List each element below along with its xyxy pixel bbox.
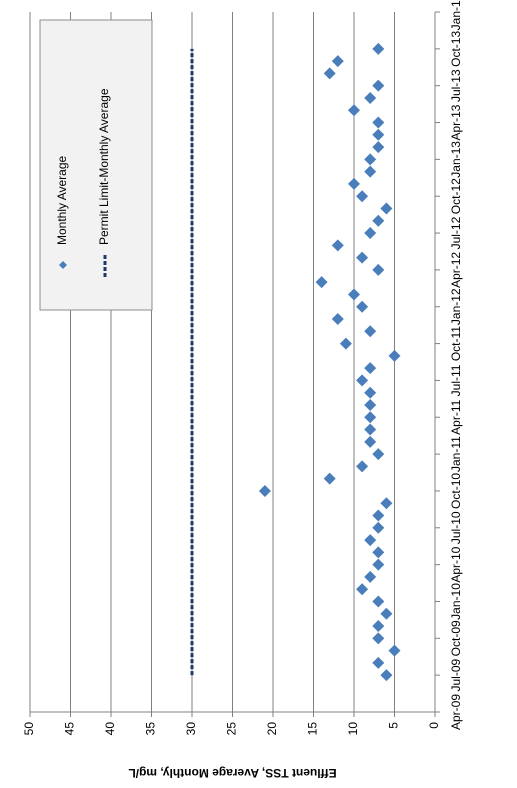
data-point	[364, 91, 377, 104]
y-tick-label: 40	[103, 722, 117, 736]
x-tick-label: Apr-12	[449, 252, 463, 288]
data-point	[323, 472, 336, 485]
data-point	[372, 128, 385, 141]
data-point	[372, 263, 385, 276]
data-point	[372, 521, 385, 534]
data-point	[356, 300, 369, 313]
data-point	[388, 644, 401, 657]
data-point	[364, 362, 377, 375]
data-point	[372, 595, 385, 608]
chart-body: 0 5 10 15 20 25 30 35 40 45 50 Effluent TSS, Averag…	[22, 0, 463, 780]
x-tick-label: Apr-13	[449, 104, 463, 140]
y-tick-label: 5	[387, 722, 401, 729]
data-point	[364, 570, 377, 583]
data-point	[339, 337, 352, 350]
data-point	[364, 534, 377, 547]
data-point	[372, 546, 385, 559]
data-point	[380, 202, 393, 215]
data-point	[372, 42, 385, 55]
data-point	[372, 620, 385, 633]
data-point	[356, 374, 369, 387]
legend-label: Permit Limit-Monthly Average	[97, 88, 111, 245]
data-point	[380, 669, 393, 682]
legend-box	[39, 19, 153, 311]
y-tick-label: 10	[346, 722, 360, 736]
data-point	[364, 398, 377, 411]
data-point	[380, 607, 393, 620]
data-point	[364, 325, 377, 338]
data-point	[364, 227, 377, 240]
data-point	[356, 251, 369, 264]
x-tick-label: Oct-13	[449, 31, 463, 67]
data-point	[372, 632, 385, 645]
x-tick-label: Jan-10	[449, 583, 463, 620]
data-point	[331, 55, 344, 68]
y-tick-label: 15	[306, 722, 320, 736]
x-tick-label: Jul-10	[449, 511, 463, 544]
legend-label: Monthly Average	[55, 156, 69, 245]
x-tick-label: Oct-12	[449, 178, 463, 214]
data-point	[372, 509, 385, 522]
data-point	[372, 79, 385, 92]
data-point	[348, 288, 360, 301]
legend-marker	[59, 261, 67, 269]
x-tick-label: Oct-09	[449, 620, 463, 656]
x-tick-label: Jan-14	[449, 0, 463, 30]
data-point	[388, 349, 401, 362]
data-point	[348, 104, 360, 117]
data-point	[331, 313, 344, 326]
data-point	[372, 448, 385, 461]
x-tick-label: Oct-10	[449, 473, 463, 509]
y-tick-label: 45	[63, 722, 77, 736]
x-tick-label: Jul-11	[449, 364, 463, 396]
data-point	[315, 276, 328, 289]
data-point	[372, 141, 385, 154]
y-tick-label: 0	[427, 722, 441, 729]
data-point	[372, 558, 385, 571]
data-point	[380, 497, 393, 510]
data-point	[364, 423, 377, 436]
data-point	[372, 116, 385, 129]
x-tick-label: Jul-09	[449, 658, 463, 691]
x-tick-label: Oct-11	[449, 326, 463, 361]
x-tick-label: Jul-12	[449, 216, 463, 249]
data-point	[364, 153, 377, 166]
y-tick-label: 35	[144, 722, 158, 736]
data-point	[364, 435, 377, 448]
y-axis-title: Effluent TSS, Average Monthly, mg/L	[128, 766, 336, 780]
data-point	[356, 190, 369, 203]
x-tick-label: Jul-13	[449, 69, 463, 102]
y-tick-label: 25	[225, 722, 239, 736]
data-point	[364, 411, 377, 424]
data-point	[323, 67, 336, 80]
x-tick-label: Apr-09	[449, 694, 463, 730]
data-point	[364, 386, 377, 399]
x-tick-label: Jan-13	[449, 141, 463, 178]
y-tick-label: 20	[265, 722, 279, 736]
data-point	[372, 214, 385, 227]
data-point	[356, 460, 369, 473]
y-tick-label: 50	[22, 722, 36, 736]
x-tick-label: Jan-12	[449, 288, 463, 325]
data-point	[348, 177, 360, 190]
y-tick-label: 30	[184, 722, 198, 736]
x-tick-label: Apr-10	[449, 546, 463, 582]
x-tick-label: Jan-11	[449, 436, 463, 472]
data-point	[356, 583, 369, 596]
data-point	[372, 656, 385, 669]
x-tick-label: Apr-11	[449, 399, 463, 434]
data-point	[364, 165, 377, 178]
data-point	[258, 484, 271, 497]
data-point	[331, 239, 344, 252]
